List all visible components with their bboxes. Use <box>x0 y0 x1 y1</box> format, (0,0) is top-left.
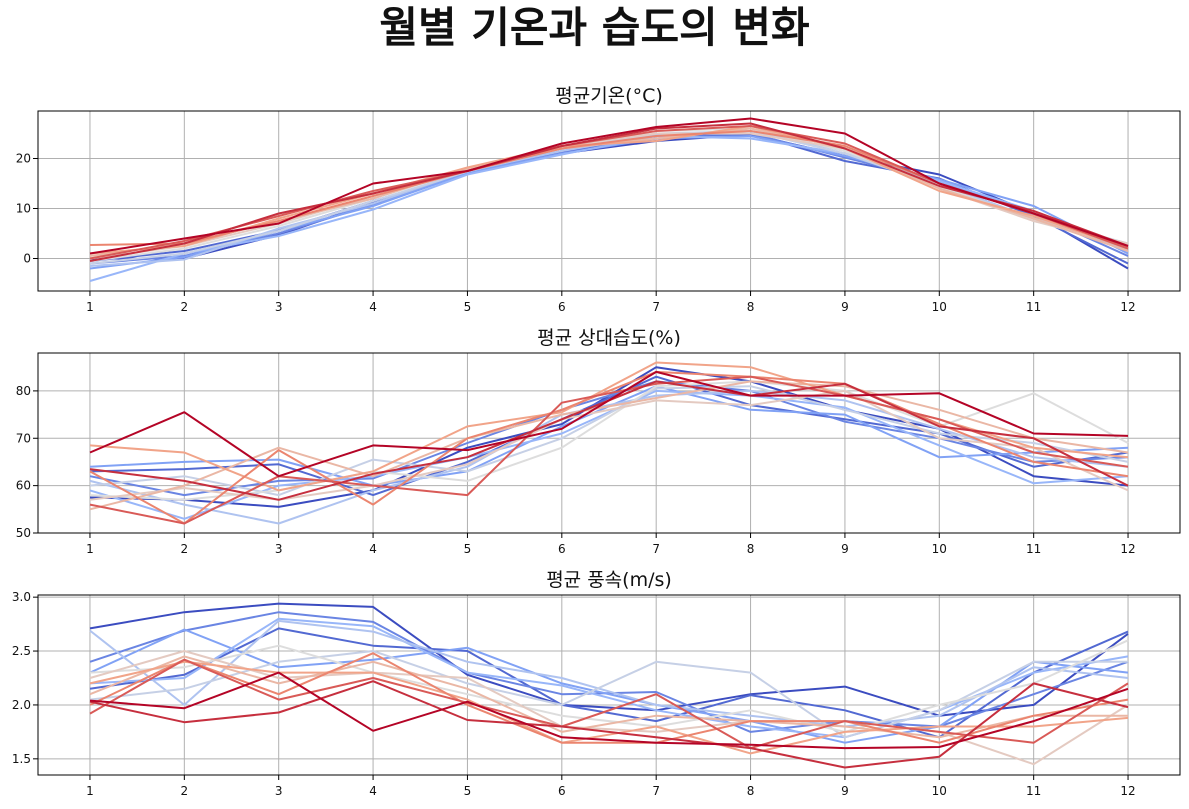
x-tick-label: 10 <box>932 300 947 314</box>
grid <box>38 111 1180 291</box>
x-tick-label: 9 <box>841 784 849 798</box>
plot-frame <box>37 352 1181 534</box>
series-line <box>89 135 1129 270</box>
plot-frame <box>37 594 1181 776</box>
x-tick-label: 1 <box>86 300 94 314</box>
x-tick-label: 8 <box>747 542 755 556</box>
x-tick-label: 12 <box>1120 300 1135 314</box>
x-tick-label: 9 <box>841 300 849 314</box>
x-tick-label: 11 <box>1026 300 1041 314</box>
chart-title: 평균기온(°C) <box>555 85 663 107</box>
series-line <box>89 602 1129 717</box>
x-tick-label: 4 <box>369 542 377 556</box>
x-tick-label: 7 <box>652 542 660 556</box>
series-line <box>89 611 1129 733</box>
y-tick-label: 60 <box>16 479 31 493</box>
x-tick-label: 10 <box>932 784 947 798</box>
chart-title: 평균 풍속(m/s) <box>546 569 672 591</box>
y-tick-label: 10 <box>16 202 31 216</box>
series-line <box>89 628 1129 744</box>
y-tick-label: 2.5 <box>12 644 31 658</box>
series-line <box>89 361 1129 492</box>
y-tick-label: 80 <box>16 384 31 398</box>
x-tick-label: 11 <box>1026 542 1041 556</box>
wind-speed-chart: 평균 풍속(m/s)1 2 3 4 5 6 7 8 9 10 11 121.52.02.53.0 <box>12 569 1181 798</box>
y-tick-label: 70 <box>16 431 31 445</box>
x-tick-label: 7 <box>652 784 660 798</box>
y-tick-label: 1.5 <box>12 752 31 766</box>
series-line <box>89 135 1129 282</box>
chart-title: 평균 상대습도(%) <box>537 327 681 349</box>
x-tick-label: 3 <box>275 784 283 798</box>
series-line <box>89 619 1129 728</box>
x-tick-label: 2 <box>181 300 189 314</box>
x-tick-label: 10 <box>932 542 947 556</box>
series-line <box>89 122 1129 262</box>
x-tick-label: 11 <box>1026 784 1041 798</box>
y-tick-label: 50 <box>16 526 31 540</box>
x-tick-label: 5 <box>464 542 472 556</box>
x-tick-label: 3 <box>275 300 283 314</box>
x-tick-label: 8 <box>747 784 755 798</box>
figure-title: 월별 기온과 습도의 변화 <box>379 3 810 52</box>
x-tick-label: 12 <box>1120 542 1135 556</box>
series-line <box>89 389 1129 525</box>
series-line <box>89 389 1129 501</box>
x-tick-label: 9 <box>841 542 849 556</box>
x-tick-label: 2 <box>181 542 189 556</box>
series-line <box>89 652 1129 744</box>
x-tick-label: 5 <box>464 784 472 798</box>
x-tick-label: 12 <box>1120 784 1135 798</box>
x-tick-label: 6 <box>558 300 566 314</box>
series-line <box>89 380 1129 501</box>
series-line <box>89 680 1129 769</box>
x-tick-label: 1 <box>86 542 94 556</box>
x-tick-label: 5 <box>464 300 472 314</box>
series-line <box>89 125 1129 255</box>
plot-frame <box>37 110 1181 292</box>
y-tick-label: 20 <box>16 152 31 166</box>
x-tick-label: 2 <box>181 784 189 798</box>
y-tick-label: 0 <box>23 252 31 266</box>
y-tick-label: 3.0 <box>12 590 31 604</box>
series-line <box>89 380 1129 511</box>
series-line <box>89 617 1129 739</box>
x-tick-label: 6 <box>558 542 566 556</box>
series-line <box>90 133 1129 270</box>
series-line <box>89 370 1129 525</box>
x-tick-label: 3 <box>275 542 283 556</box>
x-tick-label: 8 <box>747 300 755 314</box>
x-tick-label: 7 <box>652 300 660 314</box>
y-tick-label: 2.0 <box>12 698 31 712</box>
x-tick-label: 6 <box>558 784 566 798</box>
x-tick-label: 1 <box>86 784 94 798</box>
grid <box>38 595 1180 775</box>
series-line <box>89 117 1129 255</box>
series-line <box>89 375 1129 525</box>
series-line <box>89 671 1129 750</box>
series-line <box>89 660 1129 755</box>
x-tick-label: 4 <box>369 300 377 314</box>
x-tick-label: 4 <box>369 784 377 798</box>
series-line <box>89 658 1129 750</box>
series-line <box>89 370 1129 478</box>
series-line <box>89 639 1129 733</box>
